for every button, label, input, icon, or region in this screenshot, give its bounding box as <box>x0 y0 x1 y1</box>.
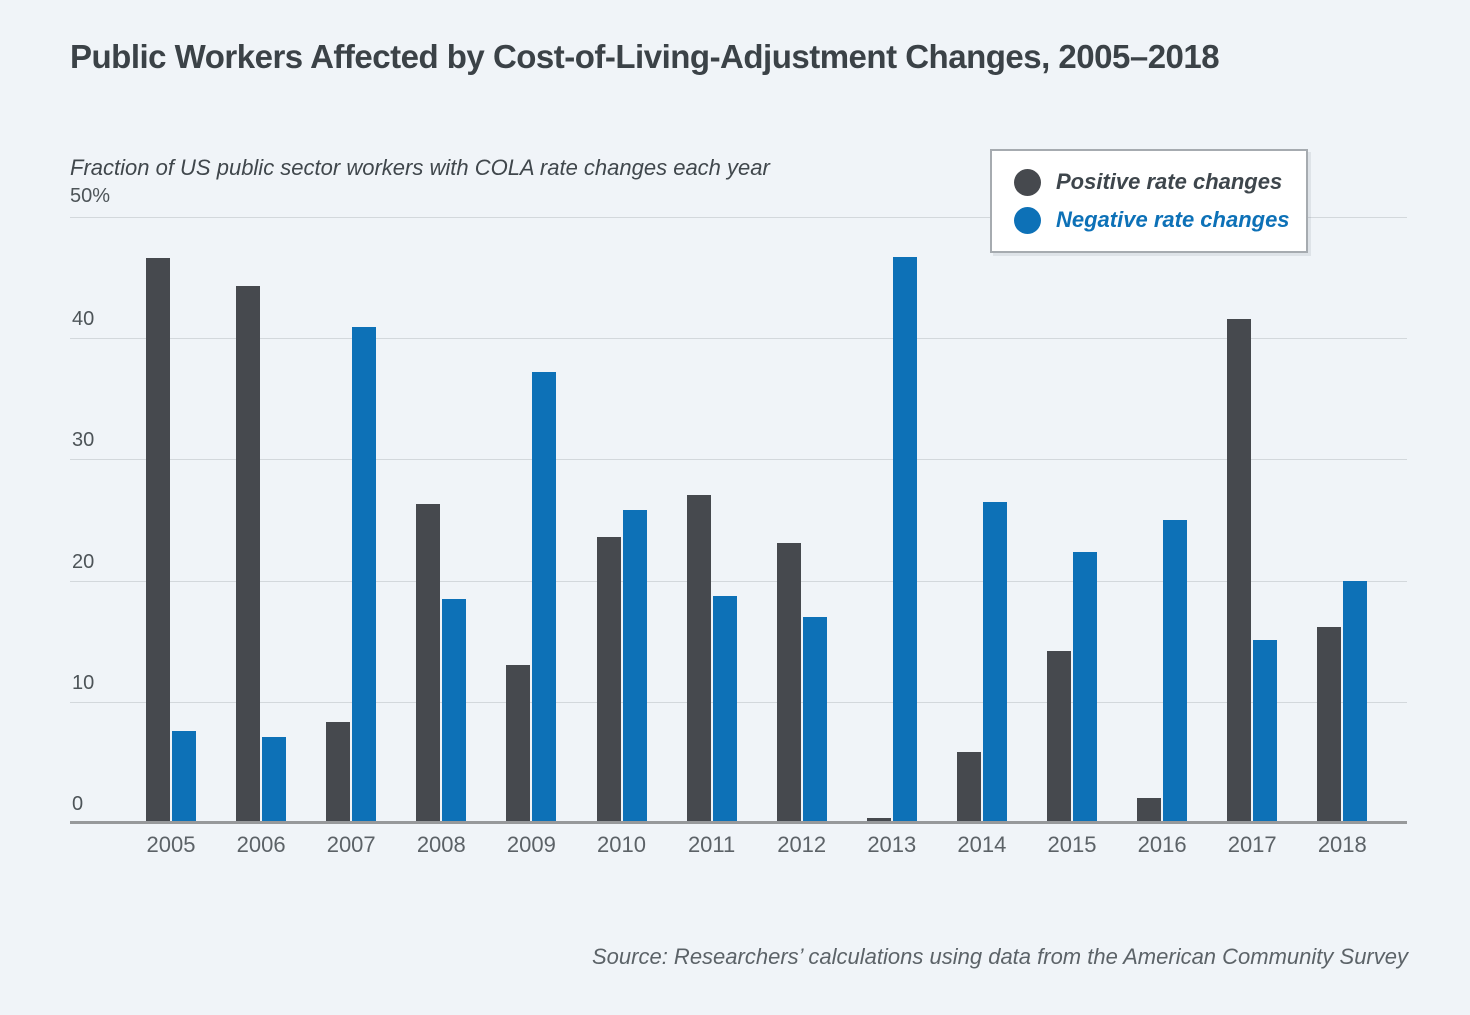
bar-positive-2012 <box>776 543 801 823</box>
x-axis-label-2009: 2009 <box>506 832 556 857</box>
x-axis-label-2011: 2011 <box>687 832 736 857</box>
x-axis-label-2017: 2017 <box>1227 832 1277 857</box>
bar-negative-2005 <box>172 730 196 823</box>
x-axis-label-2016: 2016 <box>1137 832 1187 857</box>
bar-positive-2013 <box>866 818 891 823</box>
legend: Positive rate changes Negative rate chan… <box>990 149 1308 253</box>
y-axis-label-10: 10 <box>72 671 95 694</box>
bar-negative-2013 <box>892 257 917 823</box>
x-axis-label-2005: 2005 <box>146 832 196 857</box>
x-axis-label-2006: 2006 <box>236 832 286 857</box>
x-axis-label-2015: 2015 <box>1047 832 1097 857</box>
gridline-50 <box>70 217 1407 218</box>
source-note: Source: Researchers’ calculations using … <box>592 944 1408 969</box>
x-axis-label-2012: 2012 <box>777 832 827 857</box>
bar-positive-2006 <box>236 286 261 823</box>
bar-negative-2014 <box>982 501 1007 823</box>
bar-positive-2005 <box>146 258 170 823</box>
bar-negative-2018 <box>1343 580 1368 823</box>
x-axis-label-2010: 2010 <box>597 832 646 857</box>
bar-positive-2014 <box>956 751 981 823</box>
bar-positive-2009 <box>506 665 531 823</box>
y-axis-label-50: 50% <box>70 185 111 207</box>
x-axis-line <box>70 821 1407 824</box>
y-axis-label-20: 20 <box>72 550 95 573</box>
legend-label-negative: Negative rate changes <box>1056 207 1290 232</box>
bar-negative-2006 <box>262 736 287 823</box>
x-axis-label-2007: 2007 <box>326 832 376 857</box>
gridline-10 <box>70 701 1407 703</box>
bar-negative-2016 <box>1163 520 1188 823</box>
gridline-40 <box>70 338 1407 340</box>
legend-item-positive: Positive rate changes <box>1014 168 1306 196</box>
positive-series-dot-icon <box>1014 168 1041 196</box>
bar-negative-2011 <box>712 596 737 823</box>
plot-area: 0 10 20 30 40 <box>70 217 1407 824</box>
x-axis-label-2018: 2018 <box>1317 832 1367 857</box>
y-axis-label-40: 40 <box>72 308 95 331</box>
bar-negative-2008 <box>442 598 467 823</box>
chart-title: Public Workers Affected by Cost-of-Livin… <box>70 38 1220 75</box>
bar-positive-2011 <box>686 494 711 823</box>
bar-positive-2010 <box>596 536 621 823</box>
bar-positive-2017 <box>1227 318 1252 823</box>
x-axis-label-2013: 2013 <box>867 832 917 857</box>
legend-item-negative: Negative rate changes <box>1014 206 1306 234</box>
bar-negative-2009 <box>532 372 557 823</box>
bar-negative-2010 <box>622 510 647 823</box>
bar-negative-2017 <box>1253 640 1278 823</box>
gridline-20 <box>70 580 1407 582</box>
y-axis-label-0: 0 <box>72 793 84 815</box>
bar-negative-2012 <box>802 616 827 823</box>
legend-label-positive: Positive rate changes <box>1056 169 1283 194</box>
x-axis-label-2014: 2014 <box>957 832 1007 857</box>
bar-positive-2008 <box>416 504 441 823</box>
bar-negative-2007 <box>352 327 377 823</box>
negative-series-dot-icon <box>1014 206 1041 234</box>
bar-negative-2015 <box>1073 551 1097 823</box>
bar-positive-2018 <box>1317 626 1342 823</box>
bar-positive-2007 <box>326 722 351 823</box>
y-axis-label-30: 30 <box>72 429 95 452</box>
gridline-30 <box>70 459 1407 461</box>
x-axis-label-2008: 2008 <box>416 832 466 857</box>
bar-positive-2015 <box>1047 650 1071 823</box>
chart-subtitle: Fraction of US public sector workers wit… <box>70 155 770 180</box>
bar-positive-2016 <box>1137 797 1162 823</box>
